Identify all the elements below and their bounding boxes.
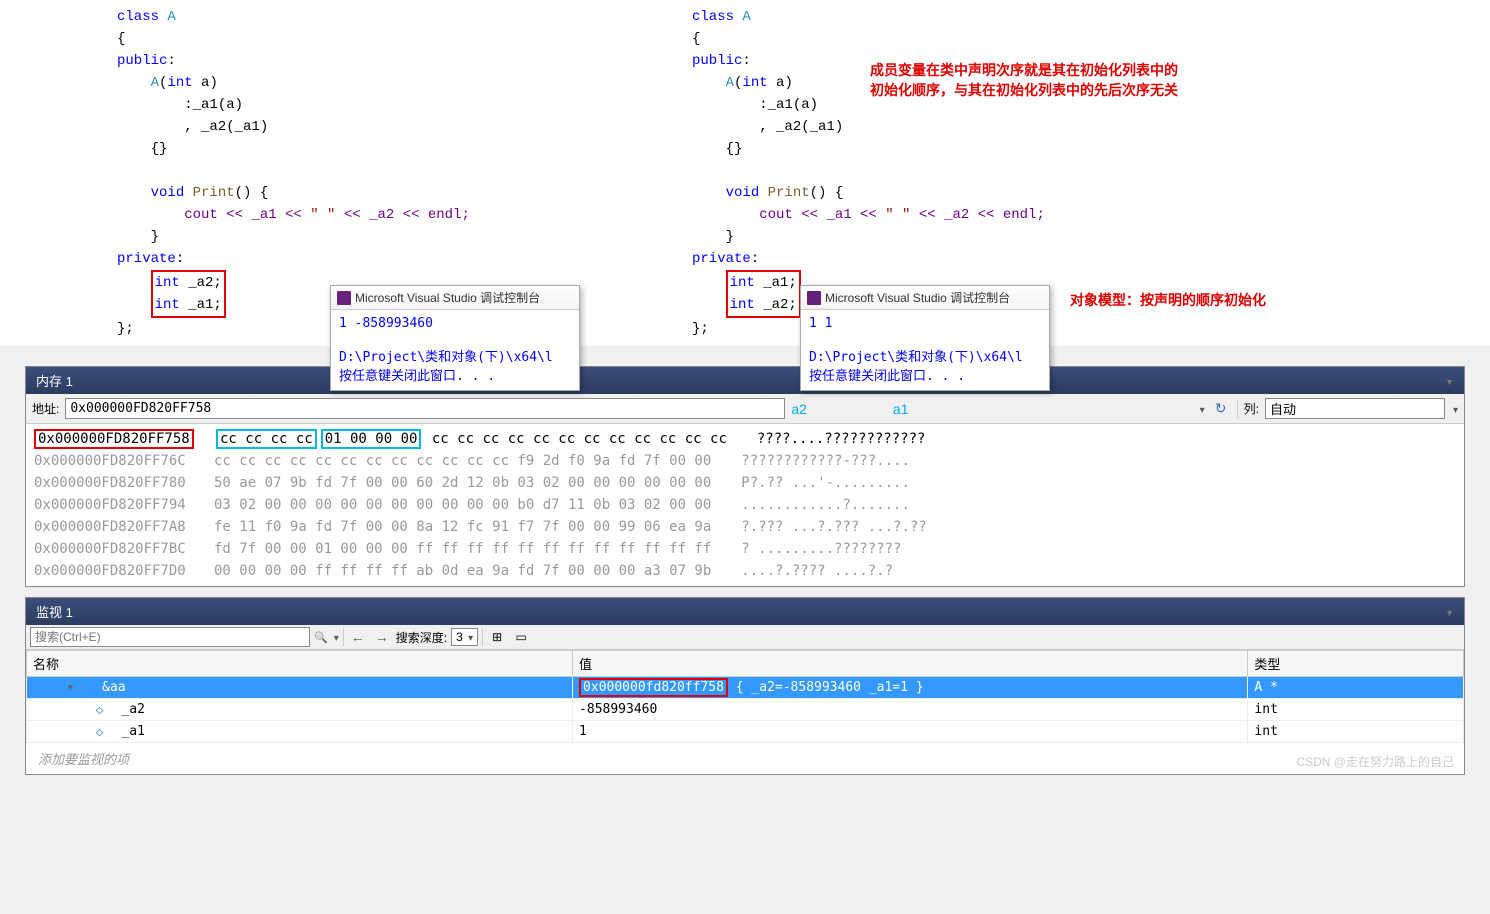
address-dropdown-icon[interactable] [1198,402,1205,416]
member-highlight-left: int _a2;int _a1; [151,270,226,318]
memory-row: 0x000000FD820FF7BCfd 7f 00 00 01 00 00 0… [34,538,1456,560]
panel-menu-icon[interactable] [1445,604,1454,619]
panel-menu-icon[interactable] [1445,373,1454,388]
annotation-object-model: 对象模型：按声明的顺序初始化 [1070,290,1430,310]
watch-row[interactable]: _a2-858993460int [27,699,1464,721]
columns-input[interactable] [1265,398,1445,419]
toolbar-btn-1[interactable] [487,627,507,647]
console-window-right: Microsoft Visual Studio 调试控制台 1 1 D:\Pro… [800,285,1050,391]
expander-icon[interactable]: ▾ [64,680,76,695]
console-title[interactable]: Microsoft Visual Studio 调试控制台 [801,286,1049,310]
watch-row[interactable]: _a11int [27,721,1464,743]
console-title[interactable]: Microsoft Visual Studio 调试控制台 [331,286,579,310]
annotation-init-order: 成员变量在类中声明次序就是其在初始化列表中的初始化顺序，与其在初始化列表中的先后… [870,60,1190,100]
address-label: 地址: [32,400,59,417]
memory-row: 0x000000FD820FF79403 02 00 00 00 00 00 0… [34,494,1456,516]
watermark: CSDN @走在努力路上的自己 [1296,753,1454,770]
refresh-icon[interactable] [1211,399,1231,419]
columns-dropdown-icon[interactable] [1451,402,1458,416]
field-icon [96,725,112,739]
watch-panel: 监视 1 搜索深度: 3 名称 值 类型 ▾ &aa0x000000fd820f… [25,597,1465,775]
address-input[interactable] [65,398,785,419]
class-name: A [167,9,175,25]
watch-table: 名称 值 类型 ▾ &aa0x000000fd820ff758 { _a2=-8… [26,650,1464,743]
init-a2: _a2(_a1) [201,119,268,135]
field-icon [96,703,112,717]
col-value[interactable]: 值 [573,651,1248,677]
add-watch-placeholder[interactable]: 添加要监视的项 [26,743,1464,774]
memory-row: 0x000000FD820FF7A8fe 11 f0 9a fd 7f 00 0… [34,516,1456,538]
memory-rows: 0x000000FD820FF758cc cc cc cc01 00 00 00… [26,424,1464,586]
depth-select[interactable]: 3 [451,628,478,646]
search-dropdown-icon[interactable] [332,630,339,644]
code-area: class A { public: A(int a) :_a1(a) , _a2… [0,0,1490,346]
print-fn: Print [193,185,235,201]
search-icon[interactable] [314,630,328,644]
depth-label: 搜索深度: [396,629,447,646]
memory-title: 内存 1 [36,371,73,390]
columns-label: 列: [1244,400,1259,417]
toolbar-btn-2[interactable] [511,627,531,647]
back-icon[interactable] [348,627,368,647]
init-a1: _a1(a) [193,97,243,113]
console-window-left: Microsoft Visual Studio 调试控制台 1 -8589934… [330,285,580,391]
member-highlight-right: int _a1;int _a2; [726,270,801,318]
memory-row: 0x000000FD820FF758cc cc cc cc01 00 00 00… [34,428,1456,450]
object-icon [76,681,92,695]
watch-search-input[interactable] [30,627,310,647]
memory-panel: 内存 1 地址: a2 a1 列: 0x000000FD820FF758cc c… [25,366,1465,587]
mem-label-a2: a2 [791,401,807,417]
watch-title: 监视 1 [36,602,73,621]
forward-icon[interactable] [372,627,392,647]
col-name[interactable]: 名称 [27,651,573,677]
col-type[interactable]: 类型 [1248,651,1464,677]
watch-row[interactable]: ▾ &aa0x000000fd820ff758 { _a2=-858993460… [27,677,1464,699]
memory-row: 0x000000FD820FF78050 ae 07 9b fd 7f 00 0… [34,472,1456,494]
memory-row: 0x000000FD820FF76Ccc cc cc cc cc cc cc c… [34,450,1456,472]
console-output-right: 1 1 [809,316,1041,331]
vs-icon [337,291,351,305]
mem-label-a1: a1 [893,401,909,417]
console-output-left: 1 -858993460 [339,316,571,331]
vs-icon [807,291,821,305]
memory-row: 0x000000FD820FF7D000 00 00 00 ff ff ff f… [34,560,1456,582]
